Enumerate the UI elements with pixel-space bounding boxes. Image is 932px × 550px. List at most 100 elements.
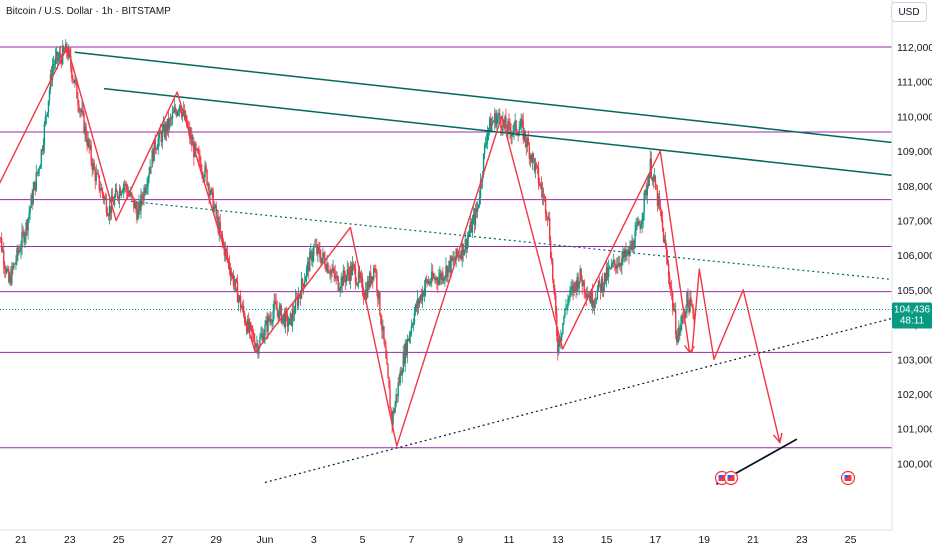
candle-body (588, 296, 591, 298)
candle-body (225, 248, 228, 253)
candle-body (55, 51, 58, 57)
candle-body (43, 124, 46, 146)
candle-body (461, 243, 463, 260)
candle-body (364, 289, 367, 300)
candle-body (607, 267, 610, 278)
candle-body (199, 154, 201, 163)
candle-body (520, 119, 522, 127)
candle-body (610, 263, 613, 269)
candle-body (424, 278, 427, 289)
candle-body (637, 221, 639, 225)
x-tick-label: 7 (408, 534, 414, 546)
candle-body (170, 118, 173, 120)
candle-body (382, 326, 384, 331)
candle-body (442, 272, 444, 281)
candle-body (456, 248, 458, 256)
candle-body (133, 197, 135, 209)
candle-body (148, 173, 150, 178)
candle-body (75, 79, 77, 82)
candle-body (159, 130, 161, 134)
candle-body (348, 273, 351, 282)
candle-body (623, 251, 625, 258)
candle-body (580, 268, 582, 280)
candle-body (403, 352, 405, 364)
candle-body (543, 195, 546, 198)
candle-body (96, 172, 98, 174)
candle-body (571, 286, 573, 289)
candle-body (176, 111, 179, 116)
candle-body (394, 403, 396, 413)
currency-button[interactable]: USD (891, 2, 927, 22)
candle-body (582, 280, 584, 287)
candle-body (174, 108, 177, 112)
candle-body (652, 177, 655, 182)
candle-body (621, 258, 623, 267)
candle-body (612, 263, 614, 265)
candle-body (622, 251, 624, 259)
candle-body (10, 274, 12, 284)
candle-body (22, 231, 24, 233)
candle-body (280, 305, 282, 323)
candle-body (197, 148, 199, 153)
projection-path (691, 268, 781, 443)
candle-body (576, 276, 578, 292)
candle-body (515, 120, 517, 133)
candle-body (666, 257, 669, 264)
candle-body (283, 313, 286, 327)
candle-body (302, 283, 305, 288)
candle-body (368, 281, 370, 288)
candle-body (522, 120, 524, 140)
zigzag-path (0, 46, 691, 447)
candle-body (577, 276, 579, 289)
candle-body (390, 408, 392, 413)
candle-body (452, 258, 454, 261)
event-flag-icon (840, 470, 856, 486)
candle-body (463, 250, 465, 256)
x-tick-labels[interactable]: 21 23 25 27 29 Jun 3 5 7 9 11 13 15 17 19 21 23 25 (15, 534, 856, 546)
candle-body (419, 294, 422, 300)
candle-body (8, 268, 10, 283)
price-axis[interactable] (892, 0, 932, 550)
y-tick-label: 100,000 (897, 458, 932, 470)
candle-body (490, 118, 492, 132)
candle-body (13, 263, 15, 268)
candle-body (416, 299, 419, 309)
candle-body (352, 264, 355, 266)
candle-body (679, 327, 681, 333)
candle-body (256, 343, 258, 345)
candle-body (292, 310, 295, 315)
candle-body (569, 289, 571, 297)
candle-body (158, 130, 160, 139)
candle-body (548, 218, 551, 241)
candle-body (267, 316, 269, 332)
candle-body (654, 175, 657, 189)
candle-body (244, 322, 247, 326)
candle-body (0, 238, 3, 252)
candle-body (129, 194, 131, 196)
candle-body (655, 188, 658, 190)
candle-body (156, 148, 158, 150)
candle-body (396, 394, 398, 396)
candle-body (423, 288, 426, 296)
candle-body (372, 276, 374, 280)
candle-body (660, 209, 663, 221)
candle-body (321, 257, 323, 263)
candle-body (161, 129, 164, 143)
candle-body (614, 260, 616, 265)
candle-body (347, 269, 350, 274)
candle-body (631, 240, 633, 250)
candle-body (535, 163, 538, 166)
candle-body (630, 245, 632, 250)
candle-body (369, 272, 371, 288)
candle-body (688, 301, 690, 313)
candle-body (130, 192, 132, 196)
candle-body (345, 275, 348, 282)
candle-body (513, 123, 515, 132)
candle-body (33, 181, 35, 190)
candle-body (659, 205, 662, 210)
candle-body (670, 288, 673, 293)
candle-body (446, 266, 448, 278)
candle-body (609, 267, 612, 269)
candle-body (344, 277, 347, 282)
